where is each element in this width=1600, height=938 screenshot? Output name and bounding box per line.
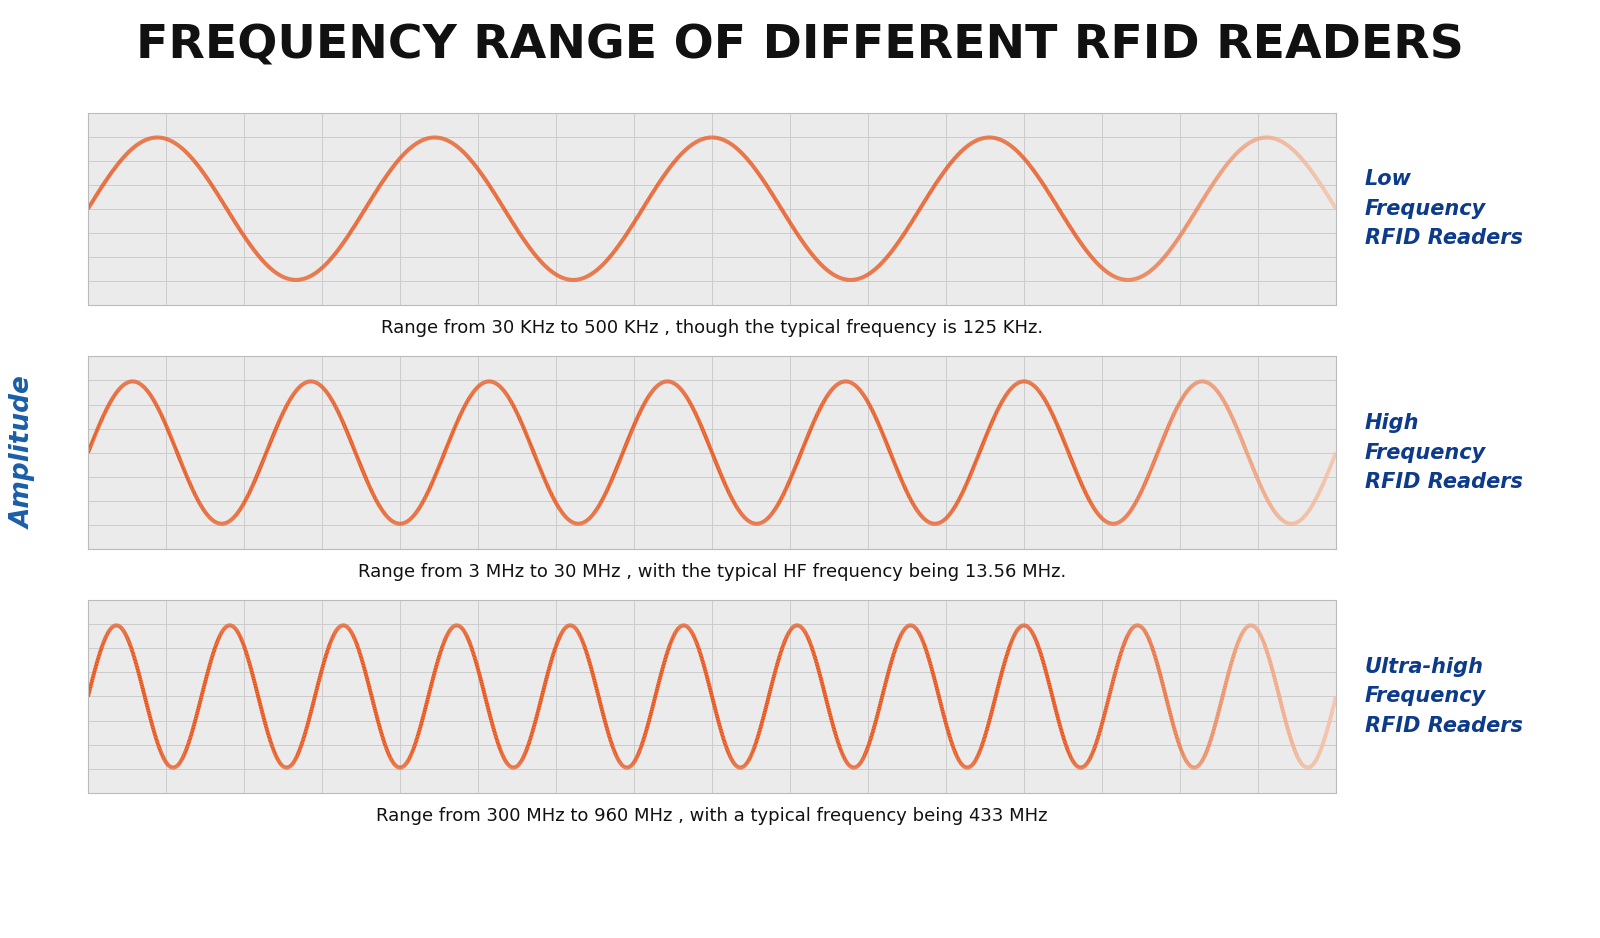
Text: Ultra-high
Frequency
RFID Readers: Ultra-high Frequency RFID Readers	[1365, 657, 1523, 736]
Text: Amplitude: Amplitude	[11, 376, 37, 529]
Text: Range from 3 MHz to 30 MHz , with the typical HF frequency being 13.56 MHz.: Range from 3 MHz to 30 MHz , with the ty…	[358, 563, 1066, 581]
Text: High
Frequency
RFID Readers: High Frequency RFID Readers	[1365, 413, 1523, 492]
Text: Low
Frequency
RFID Readers: Low Frequency RFID Readers	[1365, 169, 1523, 249]
Text: Range from 30 KHz to 500 KHz , though the typical frequency is 125 KHz.: Range from 30 KHz to 500 KHz , though th…	[381, 319, 1043, 337]
Text: FREQUENCY RANGE OF DIFFERENT RFID READERS: FREQUENCY RANGE OF DIFFERENT RFID READER…	[136, 23, 1464, 68]
Text: Range from 300 MHz to 960 MHz , with a typical frequency being 433 MHz: Range from 300 MHz to 960 MHz , with a t…	[376, 807, 1048, 825]
